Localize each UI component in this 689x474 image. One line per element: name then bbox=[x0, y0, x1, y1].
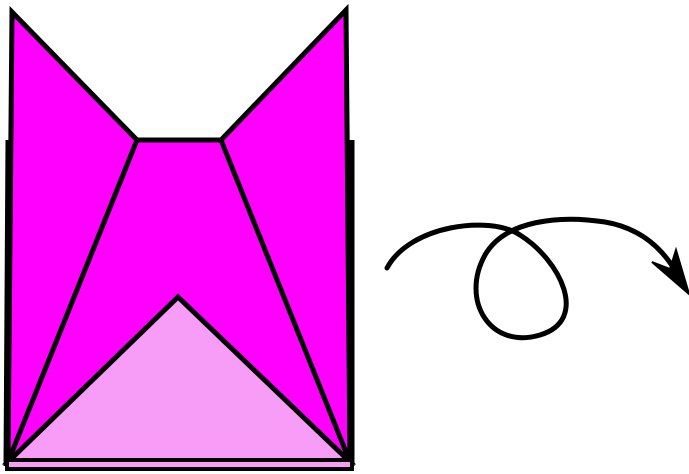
crease-right bbox=[218, 139, 353, 463]
bottom-strip bbox=[5, 458, 354, 471]
crease-left bbox=[5, 139, 140, 463]
arrow-head bbox=[651, 246, 689, 296]
turn-over-arrow bbox=[384, 216, 679, 341]
